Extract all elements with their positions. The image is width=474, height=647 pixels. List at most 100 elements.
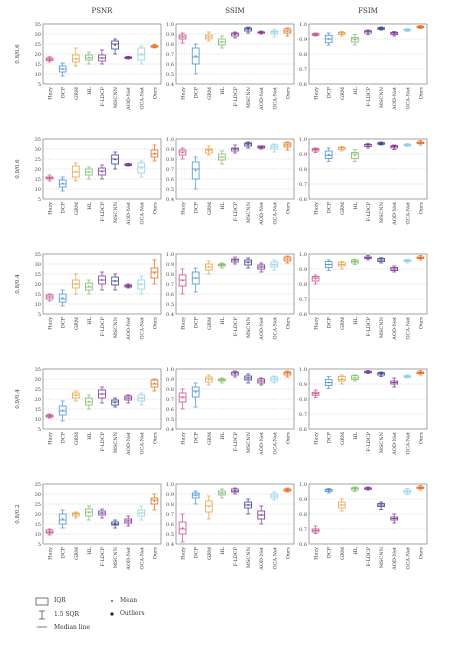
x-tick-label-r0c2: HL bbox=[353, 86, 359, 94]
x-tick-label-r3c0: Ours bbox=[152, 432, 158, 445]
box-r1c1-hazy-mean bbox=[181, 151, 184, 154]
box-r0c1-gca-net-mean bbox=[273, 31, 276, 34]
box-r4c0-grm-mean bbox=[74, 513, 77, 516]
box-r1c1-mscnn-mean bbox=[247, 143, 250, 146]
y-tick-label-r0c2: 0.6 bbox=[299, 82, 307, 88]
x-tick-label-r1c2: Hazy bbox=[314, 202, 320, 215]
box-r4c0-hazy bbox=[45, 529, 54, 534]
y-tick-label-r1c2: 0.7 bbox=[299, 182, 307, 188]
x-tick-label-r4c0: MSCNN bbox=[113, 546, 119, 568]
x-tick-label-r0c0: F-LDCP bbox=[100, 86, 106, 106]
x-tick-label-r0c2: GCA-Net bbox=[405, 87, 411, 109]
x-tick-label-r3c2: MSCNN bbox=[379, 431, 385, 453]
box-r1c0-hl-mean bbox=[87, 171, 90, 173]
y-tick-label-r4c0: 5 bbox=[38, 542, 41, 548]
y-tick-label-r2c2: 0.9 bbox=[299, 267, 307, 273]
x-tick-label-r3c0: AOD-Net bbox=[126, 432, 132, 456]
x-tick-label-r4c0: HL bbox=[87, 546, 93, 554]
box-r4c0-hl-mean bbox=[87, 511, 90, 514]
box-r2c2-hazy-mean bbox=[314, 277, 317, 280]
x-tick-label-r2c1: MSCNN bbox=[246, 316, 252, 338]
box-r2c2-hazy bbox=[311, 276, 320, 282]
panel-r1c0 bbox=[42, 138, 162, 200]
x-tick-label-r0c1: GRM bbox=[207, 87, 213, 100]
y-tick-label-r4c1: 0.4 bbox=[166, 542, 174, 548]
x-tick-label-r1c0: MSCNN bbox=[113, 201, 119, 223]
box-r3c0-mscnn-mean bbox=[114, 401, 117, 404]
x-tick-label-r0c0: GCA-Net bbox=[139, 87, 145, 109]
panel-r3c1 bbox=[175, 368, 295, 430]
y-tick-label-r1c0: 5 bbox=[38, 197, 41, 203]
x-tick-label-r0c1: Ours bbox=[285, 87, 291, 100]
box-r2c0-ours bbox=[150, 267, 159, 279]
x-tick-label-r4c1: DCP bbox=[194, 546, 200, 558]
box-r3c1-hazy bbox=[178, 392, 187, 403]
y-tick-label-r4c0: 30 bbox=[35, 492, 41, 498]
x-tick-label-r4c2: GCA-Net bbox=[405, 547, 411, 569]
y-tick-label-r1c1: 0.5 bbox=[166, 187, 174, 193]
box-r1c1-dcp bbox=[191, 161, 200, 180]
box-r1c2-dcp-mean bbox=[327, 153, 330, 156]
box-r0c1-gca-net bbox=[270, 30, 279, 35]
x-tick-label-r3c2: GRM bbox=[340, 432, 346, 445]
legend-symbols bbox=[35, 597, 114, 628]
box-r0c2-gca-net-mean bbox=[406, 29, 409, 31]
box-r4c0-dcp bbox=[58, 513, 67, 525]
y-tick-label-r0c0: 10 bbox=[35, 72, 41, 78]
box-r0c2-hazy-mean bbox=[314, 33, 317, 36]
x-tick-label-r1c0: GRM bbox=[74, 202, 80, 215]
y-tick-label-r3c0: 35 bbox=[35, 367, 41, 373]
x-tick-label-r3c0: GRM bbox=[74, 432, 80, 445]
y-tick-label-r0c2: 0.8 bbox=[299, 52, 307, 58]
x-tick-label-r1c1: GRM bbox=[207, 202, 213, 215]
x-tick-label-r2c0: MSCNN bbox=[113, 316, 119, 338]
box-r2c1-hl-mean bbox=[220, 264, 223, 266]
x-tick-label-r1c0: Hazy bbox=[48, 202, 54, 215]
y-tick-label-r3c0: 10 bbox=[35, 417, 41, 423]
y-tick-label-r2c0: 25 bbox=[35, 272, 41, 278]
row-label-0: 0.8/0.6 bbox=[15, 44, 21, 64]
y-tick-label-r2c0: 35 bbox=[35, 252, 41, 258]
y-tick-label-r3c1: 0.6 bbox=[166, 407, 174, 413]
box-r3c0-hl-mean bbox=[87, 400, 90, 403]
box-r1c2-aod-net-mean bbox=[393, 145, 396, 148]
x-tick-label-r4c1: AOD-Net bbox=[259, 547, 265, 571]
box-r2c1-gca-net-mean bbox=[273, 263, 276, 266]
x-tick-label-r0c0: AOD-Net bbox=[126, 87, 132, 111]
column-title-ssim: SSIM bbox=[225, 7, 244, 15]
box-r4c1-ours-mean bbox=[286, 489, 289, 491]
box-r0c2-grm-mean bbox=[340, 32, 343, 35]
x-tick-label-r1c2: MSCNN bbox=[379, 201, 385, 223]
x-tick-label-r3c1: MSCNN bbox=[246, 431, 252, 453]
x-tick-label-r1c2: F-LDCP bbox=[366, 201, 372, 221]
column-title-psnr: PSNR bbox=[92, 7, 114, 15]
y-tick-label-r2c1: 0.8 bbox=[166, 272, 174, 278]
box-r4c1-aod-net-mean bbox=[260, 514, 263, 516]
x-tick-label-r0c0: GRM bbox=[74, 87, 80, 100]
x-tick-label-r0c2: MSCNN bbox=[379, 86, 385, 108]
y-tick-label-r3c1: 0.7 bbox=[166, 397, 174, 403]
y-tick-label-r2c1: 0.7 bbox=[166, 282, 174, 288]
x-tick-label-r2c2: HL bbox=[353, 316, 359, 324]
y-tick-label-r4c1: 0.8 bbox=[166, 502, 174, 508]
box-r4c2-hl-mean bbox=[353, 487, 356, 490]
y-tick-label-r3c0: 5 bbox=[38, 427, 41, 433]
y-tick-label-r0c1: 0.6 bbox=[166, 62, 174, 68]
box-r3c0-grm-mean bbox=[74, 394, 77, 397]
x-tick-label-r4c1: Ours bbox=[285, 547, 291, 560]
box-r1c1-grm-mean bbox=[207, 150, 210, 152]
y-tick-label-r0c0: 5 bbox=[38, 82, 41, 88]
box-r3c1-grm-mean bbox=[207, 378, 210, 381]
x-tick-label-r4c2: Hazy bbox=[314, 547, 320, 560]
x-tick-label-r1c1: Ours bbox=[285, 202, 291, 215]
x-tick-label-r1c1: HL bbox=[220, 201, 226, 209]
box-r1c0-dcp bbox=[58, 179, 67, 188]
row-label-3: 0.9/0.4 bbox=[15, 389, 21, 409]
x-tick-label-r1c2: DCP bbox=[327, 201, 333, 213]
x-tick-label-r4c2: F-LDCP bbox=[366, 546, 372, 566]
x-tick-label-r4c0: Hazy bbox=[48, 547, 54, 560]
box-r2c0-hazy-mean bbox=[48, 296, 51, 298]
box-r2c2-hl-mean bbox=[353, 260, 356, 263]
box-r0c0-gca-net bbox=[137, 47, 146, 61]
box-r4c0-gca-net-mean bbox=[140, 512, 143, 514]
